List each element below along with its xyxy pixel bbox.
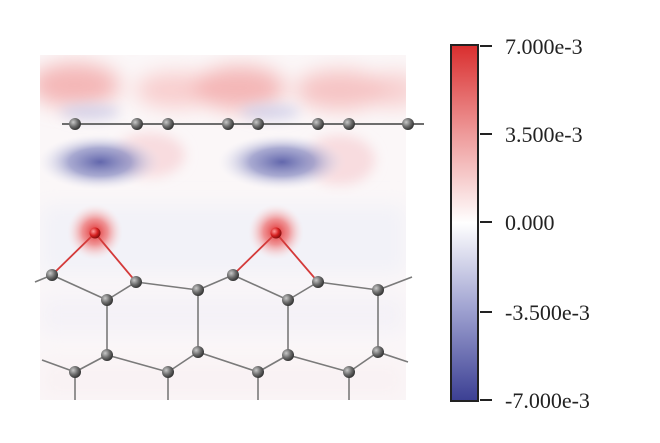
atom bbox=[252, 118, 264, 130]
colorbar-tick-label-half-min: -3.500e-3 bbox=[505, 300, 590, 325]
atom bbox=[192, 346, 204, 358]
atom bbox=[222, 118, 234, 130]
upper-atoms bbox=[69, 118, 414, 130]
upper-atom-chain bbox=[62, 118, 424, 130]
atom bbox=[252, 366, 264, 378]
atom bbox=[46, 269, 58, 281]
atom bbox=[372, 284, 384, 296]
oxygen-atoms bbox=[89, 227, 282, 239]
atom bbox=[130, 276, 142, 288]
atom bbox=[227, 269, 239, 281]
colorbar-tick-label-min: -7.000e-3 bbox=[505, 388, 590, 413]
oxygen-atom bbox=[270, 227, 282, 239]
atom bbox=[131, 118, 143, 130]
atom bbox=[312, 118, 324, 130]
atom bbox=[192, 284, 204, 296]
atom bbox=[162, 366, 174, 378]
top-accumulation-band bbox=[40, 63, 406, 110]
colorbar-gradient bbox=[450, 44, 479, 402]
oxygen-atom bbox=[89, 227, 101, 239]
atom bbox=[282, 294, 294, 306]
atom bbox=[312, 276, 324, 288]
atom bbox=[282, 349, 294, 361]
atom bbox=[343, 118, 355, 130]
slab-atoms bbox=[46, 269, 384, 378]
colorbar-tick-label-half-max: 3.500e-3 bbox=[505, 122, 583, 147]
colorbar: 7.000e-3 3.500e-3 0.000 -3.500e-3 -7.000… bbox=[450, 34, 590, 413]
atom bbox=[162, 118, 174, 130]
colorbar-tick-label-max: 7.000e-3 bbox=[505, 34, 583, 59]
atom bbox=[372, 346, 384, 358]
depletion-lobes bbox=[40, 134, 346, 190]
atom bbox=[343, 366, 355, 378]
atom bbox=[69, 366, 81, 378]
atom bbox=[402, 118, 414, 130]
atom bbox=[101, 294, 113, 306]
density-map bbox=[40, 55, 406, 400]
atom bbox=[101, 349, 113, 361]
colorbar-ticks bbox=[480, 45, 492, 401]
oxygen-bonds bbox=[51, 232, 319, 283]
atom bbox=[69, 118, 81, 130]
colorbar-tick-label-zero: 0.000 bbox=[505, 210, 555, 235]
